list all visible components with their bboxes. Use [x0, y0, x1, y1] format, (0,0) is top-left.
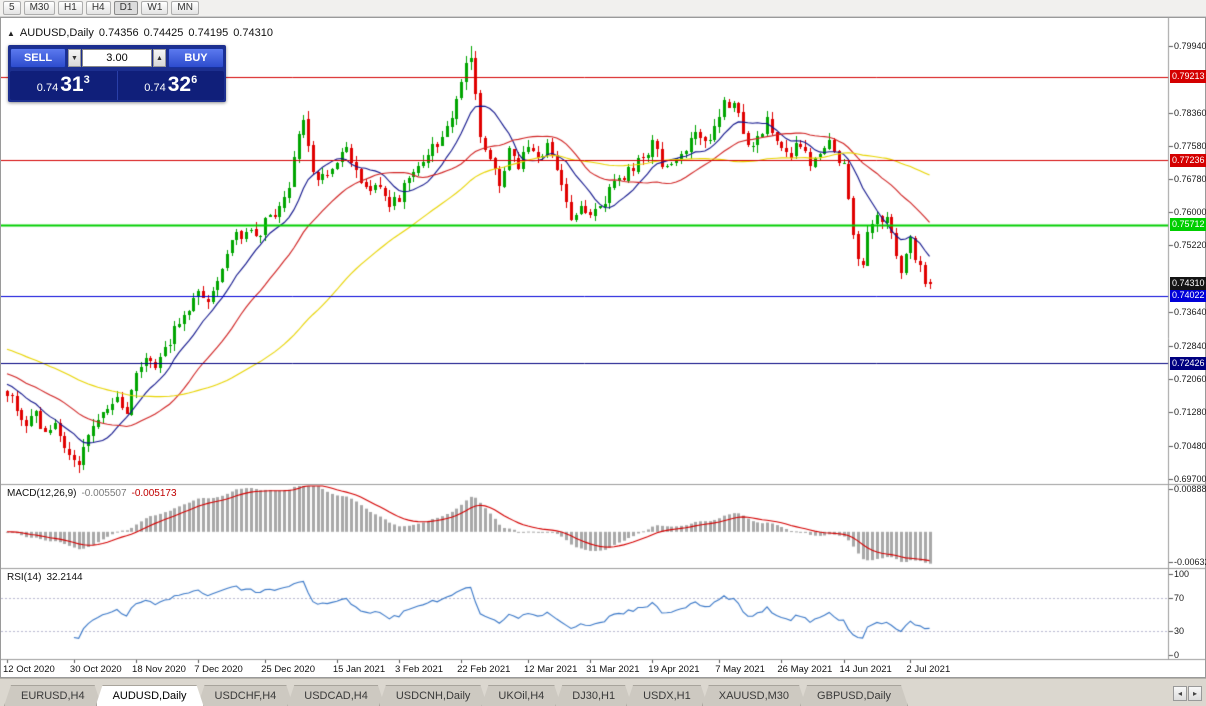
ohlc-high: 0.74425 [143, 27, 184, 39]
chart-tabs: EURUSD,H4 AUDUSD,Daily USDCHF,H4 USDCAD,H4 U… [4, 685, 902, 706]
symbol-ohlc-line: ▲ AUDUSD,Daily 0.74356 0.74425 0.74195 0… [7, 27, 273, 39]
chart-tab[interactable]: UKOil,H4 [481, 685, 561, 706]
date-label: 22 Feb 2021 [457, 664, 511, 675]
symbol-marker-icon: ▲ [7, 28, 15, 38]
one-click-trading-panel: SELL ▼ ▲ BUY 0.74313 0.74326 [8, 45, 226, 102]
scale-tick-label: 30 [1174, 625, 1185, 636]
scale-tick-label: 0.78360 [1174, 107, 1206, 118]
timeframe-button-w1[interactable]: W1 [141, 1, 169, 15]
date-label: 18 Nov 2020 [132, 664, 186, 675]
chart-tab[interactable]: USDX,H1 [626, 685, 708, 706]
date-label: 19 Apr 2021 [648, 664, 700, 675]
buy-price[interactable]: 0.74326 [116, 71, 225, 100]
buy-price-base: 0.74 [144, 82, 166, 94]
sell-price-base: 0.74 [36, 82, 59, 94]
scale-tick-label: 0.76780 [1174, 174, 1206, 185]
lot-decrease-button[interactable]: ▼ [68, 49, 81, 67]
chart-tab[interactable]: DJ30,H1 [555, 685, 632, 706]
rsi-name: RSI(14) [7, 572, 42, 583]
trade-panel-prices: 0.74313 0.74326 [10, 71, 224, 100]
hline-price-label: 0.75712 [1170, 218, 1206, 231]
chart-tab[interactable]: USDCNH,Daily [379, 685, 488, 706]
date-label: 26 May 2021 [777, 664, 833, 675]
scale-tick-label: 0.72060 [1174, 373, 1206, 384]
timeframe-button-mn[interactable]: MN [171, 1, 199, 15]
date-label: 30 Oct 2020 [69, 664, 122, 675]
sell-price-fraction: 3 [83, 74, 90, 86]
scale-tick-label: 100 [1174, 569, 1190, 580]
scale-tick-label: 0.76000 [1174, 207, 1206, 218]
scale-tick-label: 0.70480 [1174, 440, 1206, 451]
scale-tick-label: 0.79940 [1174, 40, 1206, 51]
ohlc-open: 0.74356 [98, 27, 139, 39]
chart-tab[interactable]: EURUSD,H4 [4, 685, 102, 706]
macd-indicator-label: MACD(12,26,9) -0.005507 -0.005173 [7, 488, 177, 499]
buy-price-fraction: 6 [191, 74, 198, 86]
date-label: 31 Mar 2021 [586, 664, 640, 675]
hline-price-label: 0.72426 [1170, 356, 1206, 370]
date-label: 12 Oct 2020 [3, 664, 55, 675]
date-label: 2 Jul 2021 [906, 664, 951, 675]
lot-size-stepper: ▼ ▲ [68, 48, 166, 68]
ohlc-close: 0.74310 [233, 27, 273, 39]
current-price-label: 0.74310 [1170, 277, 1206, 291]
hline-price-label: 0.77236 [1170, 153, 1206, 167]
chart-tab[interactable]: XAUUSD,M30 [702, 685, 806, 706]
sell-price[interactable]: 0.74313 [10, 71, 117, 100]
ohlc-low: 0.74195 [188, 27, 229, 39]
timeframe-toolbar: 5 M30 H1 H4 D1 W1 MN [0, 0, 1206, 17]
chart-tab-bar: EURUSD,H4 AUDUSD,Daily USDCHF,H4 USDCAD,H4 U… [0, 678, 1206, 706]
chart-tab[interactable]: GBPUSD,Daily [800, 685, 908, 706]
date-label: 14 Jun 2021 [839, 664, 892, 675]
macd-name: MACD(12,26,9) [7, 488, 77, 499]
hline-price-label: 0.79213 [1170, 70, 1206, 84]
scale-tick-label: 0.75220 [1174, 240, 1206, 251]
timeframe-button-h4[interactable]: H4 [85, 1, 111, 15]
price-scale[interactable]: 0.79940 0.78360 0.77580 0.76780 0.76000 0.752… [1169, 18, 1206, 677]
buy-price-pips: 32 [167, 73, 192, 96]
timeframe-button-d1[interactable]: D1 [113, 1, 139, 15]
timeframe-button-m30[interactable]: M30 [23, 1, 56, 15]
lot-size-input[interactable] [82, 49, 152, 67]
scale-tick-label: 0 [1174, 649, 1180, 660]
scale-tick-label: 0.69700 [1174, 473, 1206, 484]
date-label: 7 Dec 2020 [194, 664, 243, 675]
scale-tick-label: -0.00632 [1174, 557, 1206, 568]
macd-main-value: -0.005507 [81, 488, 127, 499]
hline-price-label: 0.74022 [1170, 289, 1206, 303]
date-label: 3 Feb 2021 [394, 664, 444, 675]
scale-tick-label: 0.73640 [1174, 307, 1206, 318]
scale-tick-label: 0.72840 [1174, 340, 1206, 351]
sell-button[interactable]: SELL [10, 48, 66, 68]
rsi-value: 32.2144 [46, 572, 83, 583]
chart-tab[interactable]: USDCAD,H4 [287, 685, 385, 706]
timeframe-button-5[interactable]: 5 [3, 1, 21, 15]
tab-scroll-left-icon[interactable]: ◂ [1173, 686, 1187, 701]
symbol-name: AUDUSD,Daily [19, 27, 94, 39]
sell-price-pips: 31 [60, 73, 84, 96]
time-axis[interactable]: 12 Oct 2020 30 Oct 2020 18 Nov 2020 7 Dec 2… [1, 660, 1168, 678]
buy-button[interactable]: BUY [168, 48, 224, 68]
chart-tab[interactable]: USDCHF,H4 [198, 685, 294, 706]
scale-tick-label: 0.008887 [1174, 483, 1206, 494]
scale-tick-label: 0.71280 [1174, 406, 1206, 417]
rsi-indicator-label: RSI(14) 32.2144 [7, 572, 83, 583]
tab-scroll-right-icon[interactable]: ▸ [1188, 686, 1202, 701]
date-label: 15 Jan 2021 [332, 664, 386, 675]
date-label: 25 Dec 2020 [261, 664, 315, 675]
lot-increase-button[interactable]: ▲ [153, 49, 166, 67]
scale-tick-label: 70 [1174, 593, 1185, 604]
trade-panel-controls: SELL ▼ ▲ BUY [10, 47, 224, 69]
macd-signal-value: -0.005173 [131, 488, 177, 499]
chart-window: ▲ AUDUSD,Daily 0.74356 0.74425 0.74195 0… [0, 17, 1206, 678]
date-label: 7 May 2021 [715, 664, 765, 675]
price-chart-canvas[interactable] [1, 18, 1205, 677]
tab-scroll-controls: ◂ ▸ [1173, 686, 1204, 706]
scale-tick-label: 0.77580 [1174, 140, 1206, 151]
timeframe-button-h1[interactable]: H1 [58, 1, 83, 15]
date-label: 12 Mar 2021 [524, 664, 578, 675]
chart-tab[interactable]: AUDUSD,Daily [96, 685, 204, 706]
